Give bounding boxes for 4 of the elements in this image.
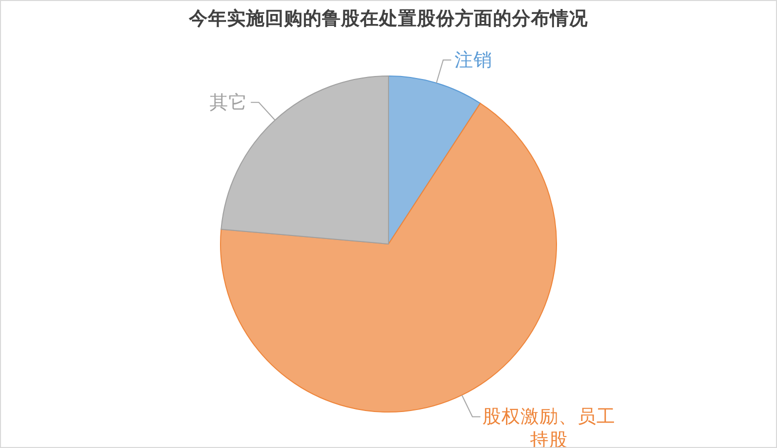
slice-label: 注销 xyxy=(454,48,493,71)
pie-slice xyxy=(388,76,481,244)
slice-label: 其它 xyxy=(209,91,248,114)
chart-title: 今年实施回购的鲁股在处置股份方面的分布情况 xyxy=(188,8,589,30)
